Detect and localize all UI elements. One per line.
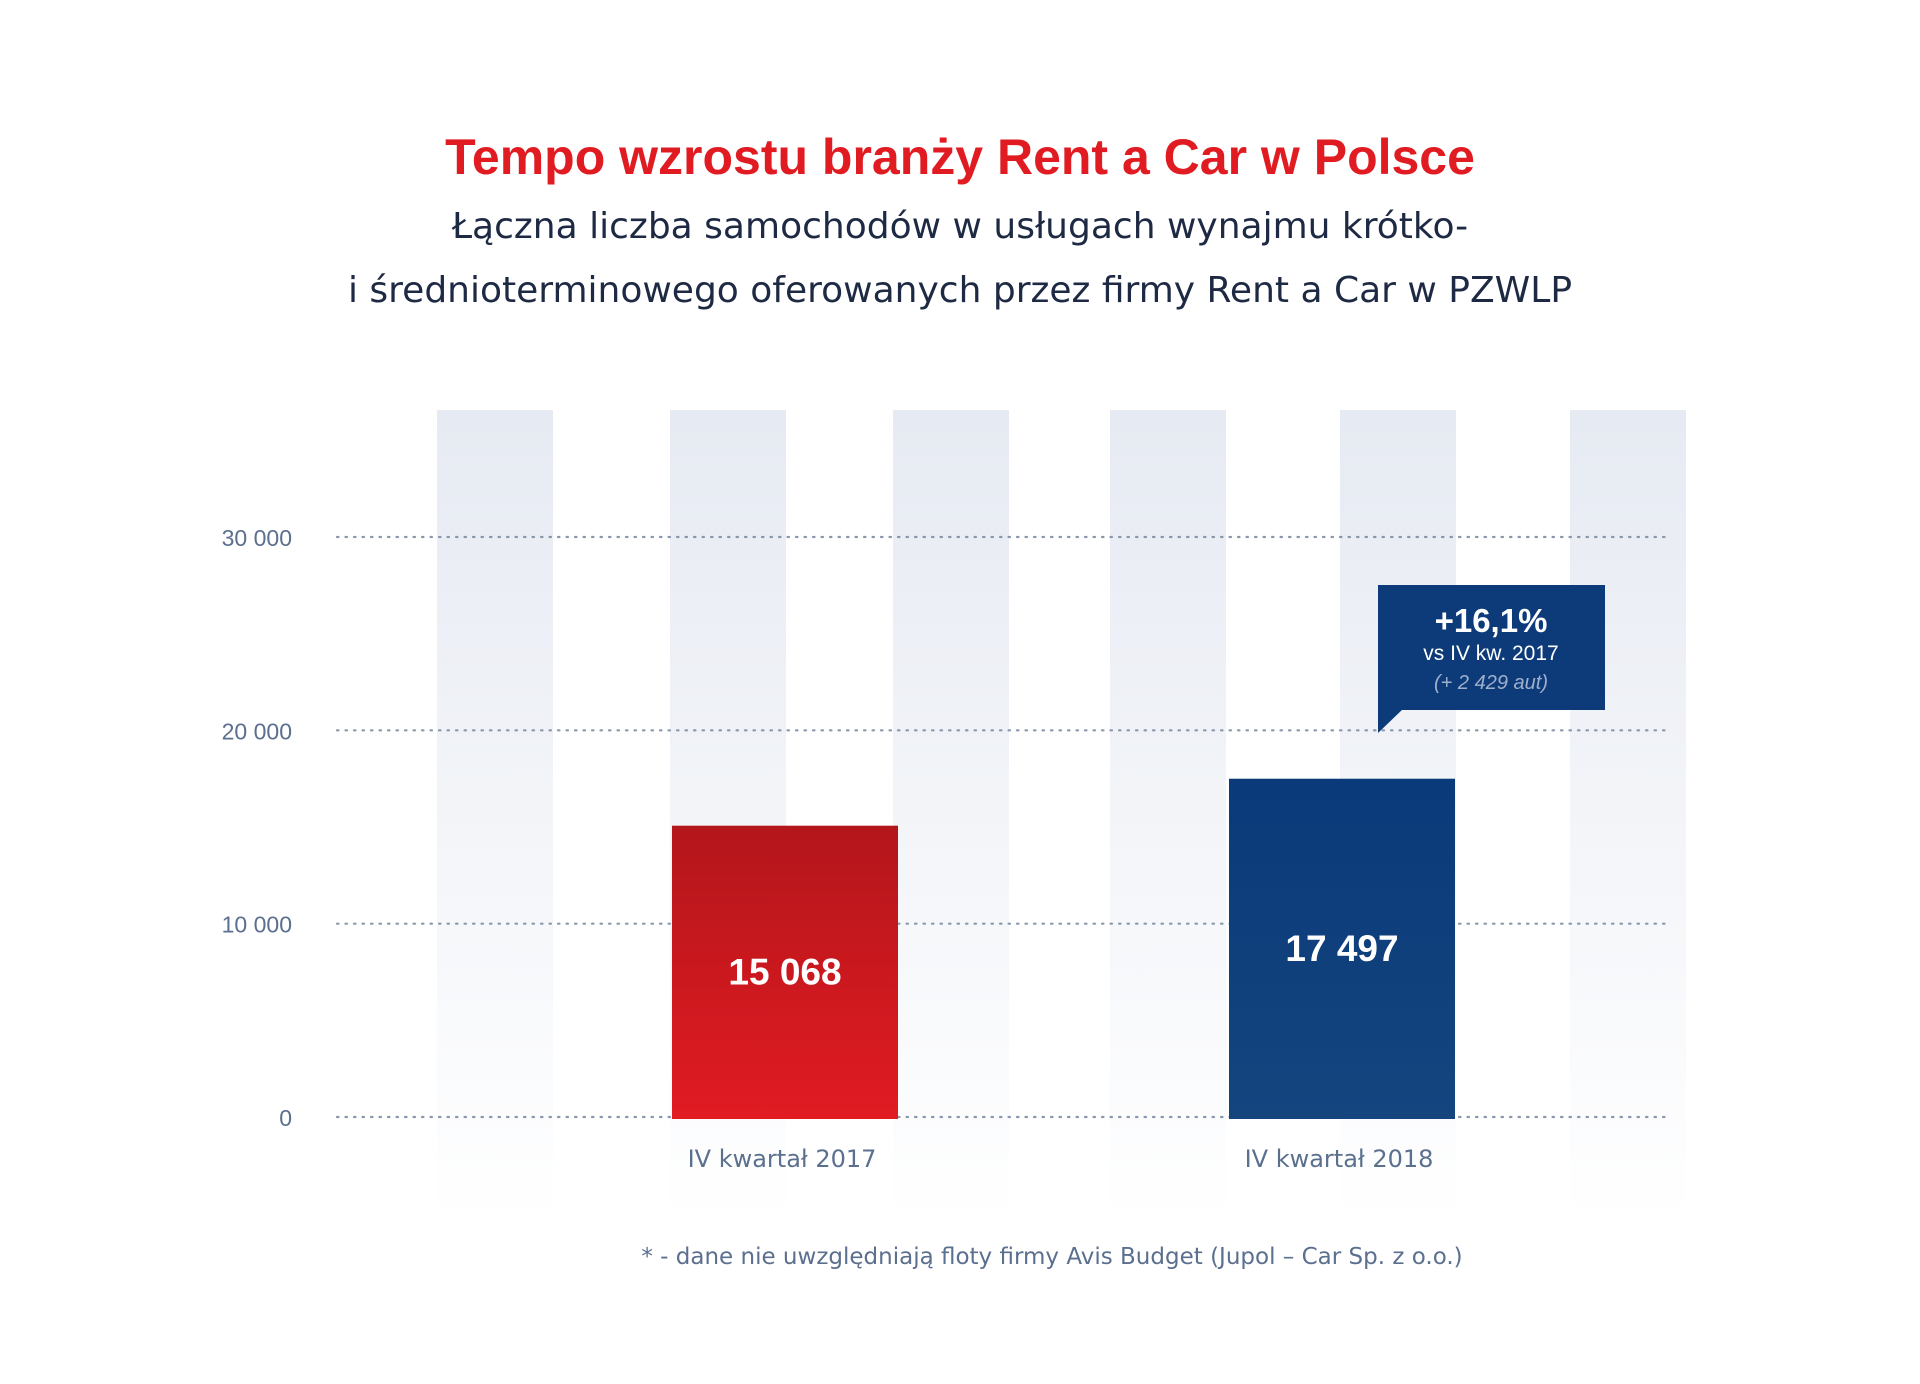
background-stripe xyxy=(437,410,553,1220)
callout-pointer xyxy=(1378,708,1404,733)
callout-comparison: vs IV kw. 2017 xyxy=(1423,642,1558,665)
background-stripe xyxy=(1570,410,1686,1220)
footnote: * - dane nie uwzględniają floty firmy Av… xyxy=(641,1244,1463,1270)
gridlines xyxy=(335,535,1670,1119)
x-category-label: IV kwartał 2017 xyxy=(688,1145,877,1173)
bar-value-label: 15 068 xyxy=(728,951,841,992)
callout-box xyxy=(1378,585,1605,710)
chart-subtitle-line2: i średnioterminowego oferowanych przez f… xyxy=(347,270,1573,311)
background-stripe xyxy=(893,410,1009,1220)
y-tick-label: 30 000 xyxy=(222,525,292,551)
y-tick-label: 0 xyxy=(279,1105,292,1131)
bar xyxy=(1229,778,1455,1119)
growth-callout: +16,1% vs IV kw. 2017 (+ 2 429 aut) xyxy=(1378,585,1605,733)
bar xyxy=(672,825,898,1119)
callout-percentage: +16,1% xyxy=(1435,602,1548,639)
bars: 15 068 17 497 xyxy=(672,778,1455,1119)
background-stripes xyxy=(437,410,1686,1220)
y-tick-label: 20 000 xyxy=(222,718,292,744)
bar-value-label: 17 497 xyxy=(1285,928,1398,969)
background-stripe xyxy=(1110,410,1226,1220)
y-tick-label: 10 000 xyxy=(222,912,292,938)
chart-title: Tempo wzrostu branży Rent a Car w Polsce xyxy=(445,129,1475,185)
chart-subtitle-line1: Łączna liczba samochodów w usługach wyna… xyxy=(451,206,1469,247)
x-axis-labels: IV kwartał 2017 IV kwartał 2018 xyxy=(688,1145,1434,1173)
x-category-label: IV kwartał 2018 xyxy=(1245,1145,1434,1173)
callout-difference: (+ 2 429 aut) xyxy=(1434,672,1548,694)
y-axis-ticks: 0 10 000 20 000 30 000 xyxy=(222,525,292,1131)
